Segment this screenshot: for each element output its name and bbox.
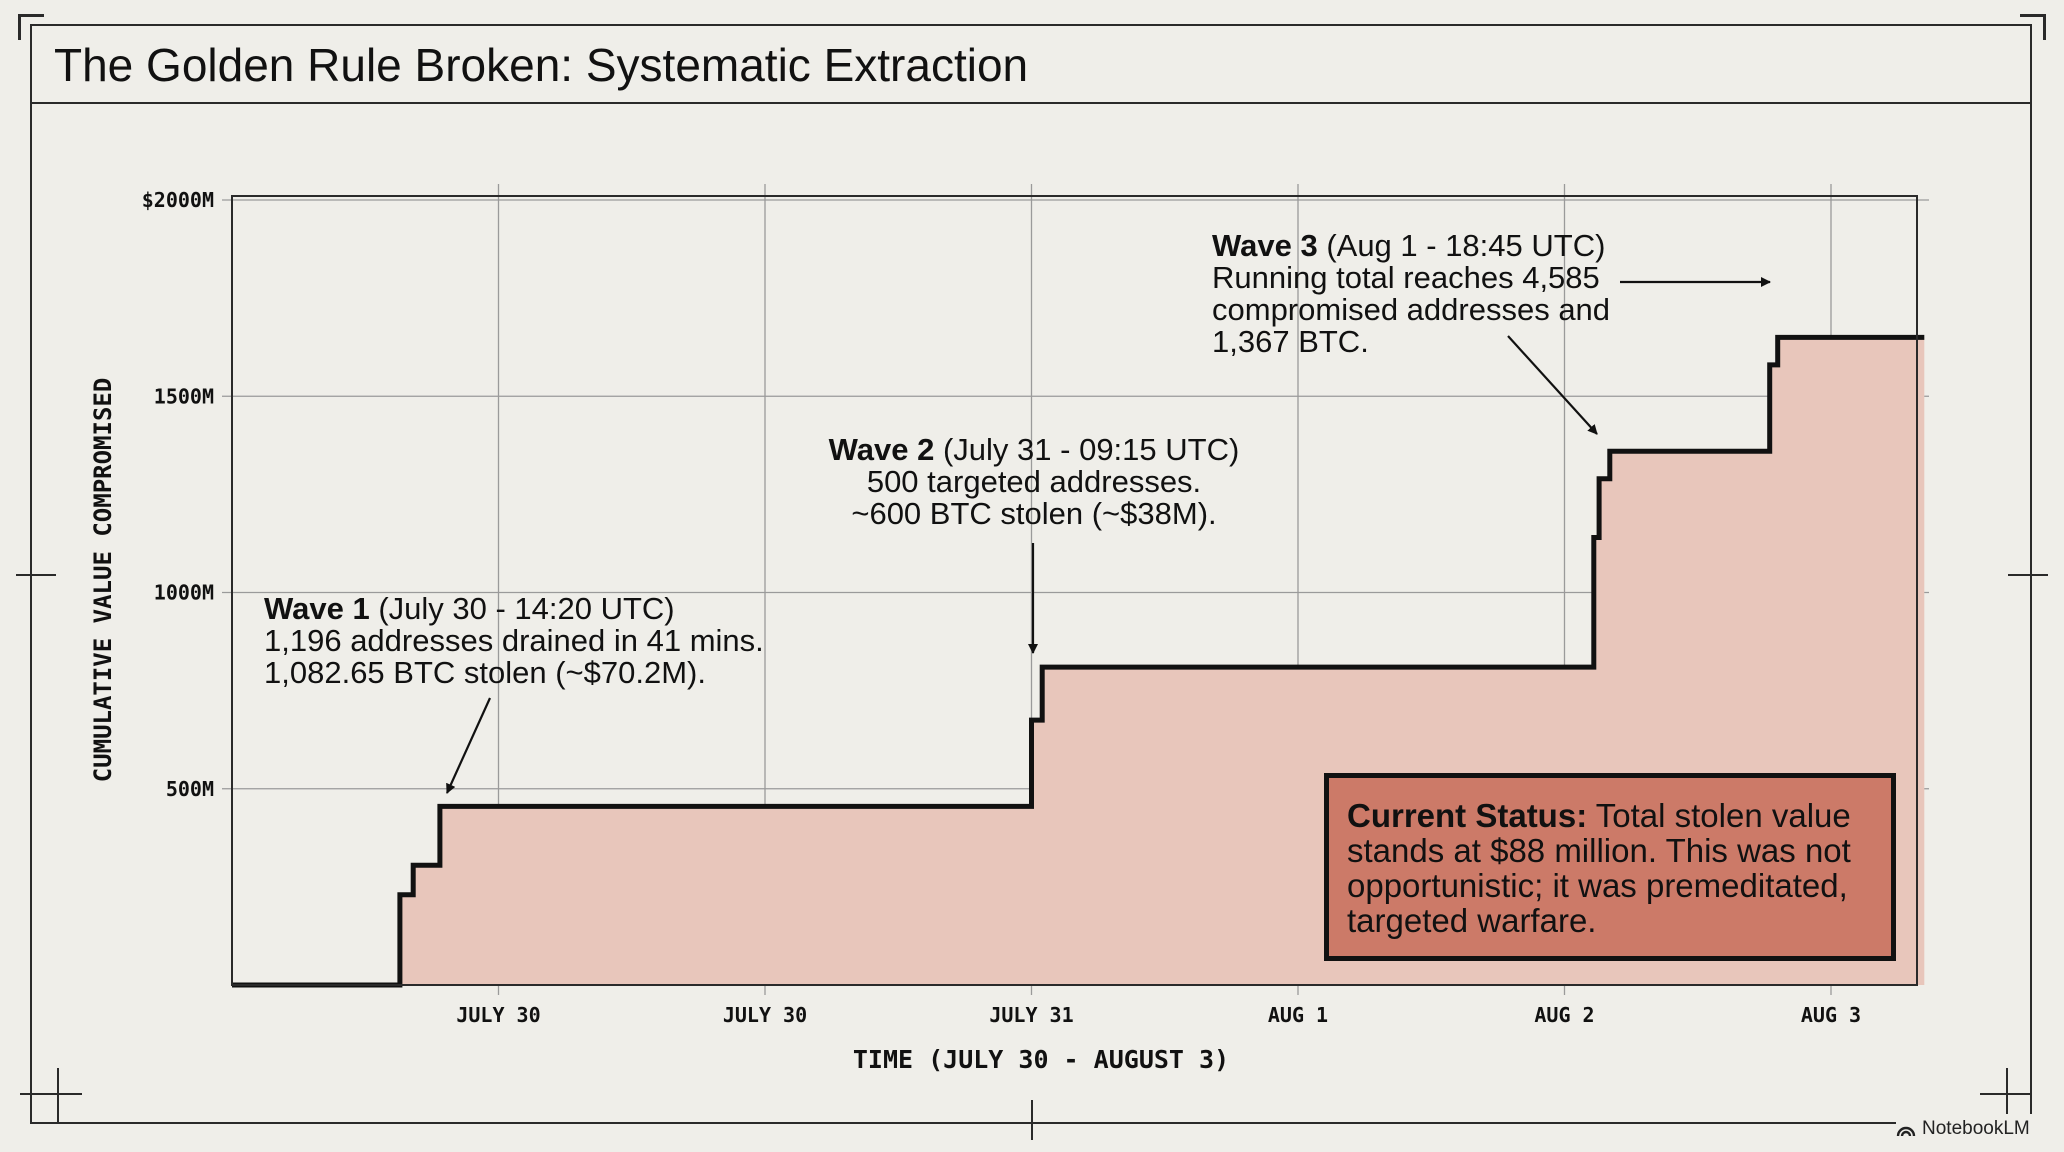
x-tick-label: AUG 2 <box>1534 1003 1594 1027</box>
annotation-arrow <box>445 697 492 794</box>
x-ticks: JULY 30 JULY 30 JULY 31 AUG 1 AUG 2 AUG 3 <box>456 1003 1861 1027</box>
wave-1-detail: (July 30 - 14:20 UTC) <box>378 591 675 626</box>
reg-mark <box>2043 14 2046 40</box>
reg-mark <box>18 14 21 40</box>
annotation-arrow <box>1507 335 1598 435</box>
status-text: Total stolen value stands at $88 million… <box>1347 797 1851 939</box>
page-title: The Golden Rule Broken: Systematic Extra… <box>54 39 1029 91</box>
annotation-arrows <box>445 277 1771 794</box>
wave-3-line: 1,367 BTC. <box>1212 324 1369 359</box>
y-tick-label: $2000M <box>142 188 214 212</box>
watermark-text: NotebookLM <box>1922 1118 2030 1139</box>
wave-1-annotation: Wave 1 (July 30 - 14:20 UTC) 1,196 addre… <box>264 593 764 689</box>
reg-mark <box>2006 1068 2008 1118</box>
x-tick-label: JULY 30 <box>456 1003 540 1027</box>
wave-2-title: Wave 2 <box>828 432 935 467</box>
y-tick-label: 1500M <box>154 384 214 408</box>
cumulative-step-line <box>232 334 1925 988</box>
reg-mark <box>16 574 56 576</box>
wave-3-title: Wave 3 <box>1212 228 1318 263</box>
x-tick-label: AUG 1 <box>1268 1003 1328 1027</box>
x-tick-label: JULY 31 <box>989 1003 1073 1027</box>
wave-1-line: 1,196 addresses drained in 41 mins. <box>264 623 764 658</box>
wave-3-detail: (Aug 1 - 18:45 UTC) <box>1326 228 1606 263</box>
y-tick-label: 1000M <box>154 581 214 605</box>
plot-border <box>231 195 1918 986</box>
current-status-box: Current Status: Total stolen value stand… <box>1324 773 1896 961</box>
wave-3-line: compromised addresses and <box>1212 292 1611 327</box>
wave-2-detail: (July 31 - 09:15 UTC) <box>942 432 1240 467</box>
reg-mark <box>57 1068 59 1124</box>
y-tick-label: 500M <box>166 777 214 801</box>
y-ticks: 500M 1000M 1500M $2000M <box>142 188 214 801</box>
watermark: NotebookLM <box>1896 1114 2056 1144</box>
notebooklm-logo-icon <box>1896 1126 1916 1137</box>
x-tick-label: JULY 30 <box>723 1003 807 1027</box>
reg-mark <box>2020 14 2046 17</box>
x-tick-label: AUG 3 <box>1801 1003 1861 1027</box>
wave-2-line: ~600 BTC stolen (~$38M). <box>851 496 1217 531</box>
reg-mark <box>2008 574 2048 576</box>
reg-mark <box>18 14 44 17</box>
x-axis-label: TIME (JULY 30 - AUGUST 3) <box>853 1045 1229 1074</box>
wave-2-line: 500 targeted addresses. <box>866 464 1202 499</box>
wave-3-line: Running total reaches 4,585 <box>1212 260 1600 295</box>
reg-mark <box>1980 1093 2030 1095</box>
title-bar: The Golden Rule Broken: Systematic Extra… <box>30 24 2032 104</box>
status-label: Current Status: <box>1347 797 1588 834</box>
wave-1-line: 1,082.65 BTC stolen (~$70.2M). <box>264 655 706 690</box>
reg-mark <box>20 1093 82 1095</box>
wave-2-annotation: Wave 2 (July 31 - 09:15 UTC) 500 targete… <box>734 434 1334 530</box>
reg-mark <box>1031 1100 1033 1140</box>
y-axis-label: CUMULATIVE VALUE COMPROMISED <box>89 378 117 783</box>
wave-3-annotation: Wave 3 (Aug 1 - 18:45 UTC) Running total… <box>1212 230 1610 358</box>
wave-1-title: Wave 1 <box>264 591 370 626</box>
